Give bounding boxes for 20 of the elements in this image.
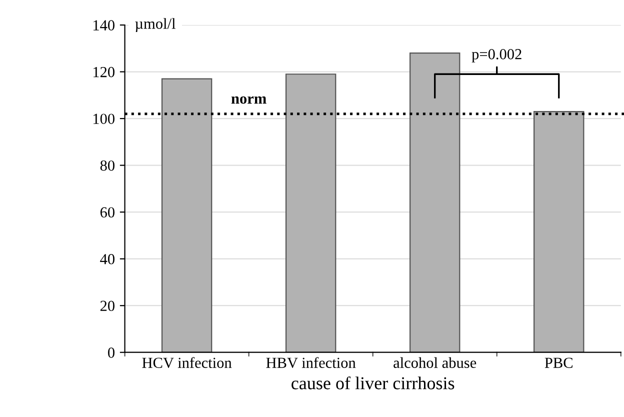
y-axis-title: µmol/l	[135, 18, 176, 32]
bar	[534, 110, 584, 352]
y-tick-label: 40	[100, 254, 114, 264]
y-tick-label: 140	[94, 20, 114, 30]
x-axis-title: cause of liver cirrhosis	[292, 376, 454, 390]
y-tick-label: 120	[94, 66, 114, 78]
y-tick-label: 100	[94, 114, 114, 124]
y-tick-label: 0	[108, 348, 114, 358]
y-tick-label: 80	[100, 160, 114, 171]
bar	[409, 52, 460, 352]
annotation: p=0.002	[472, 49, 522, 62]
bar	[161, 78, 212, 352]
ref-line-label: norm	[231, 96, 266, 104]
y-tick-label: 60	[100, 207, 114, 218]
x-tick-label: HCV infection	[142, 357, 232, 368]
x-tick-label: alcohol abuse	[394, 357, 476, 368]
bar	[285, 74, 336, 352]
y-tick-label: 20	[100, 300, 114, 312]
x-tick-label: PBC	[544, 358, 572, 368]
x-tick-label: HBV infection	[266, 357, 356, 368]
